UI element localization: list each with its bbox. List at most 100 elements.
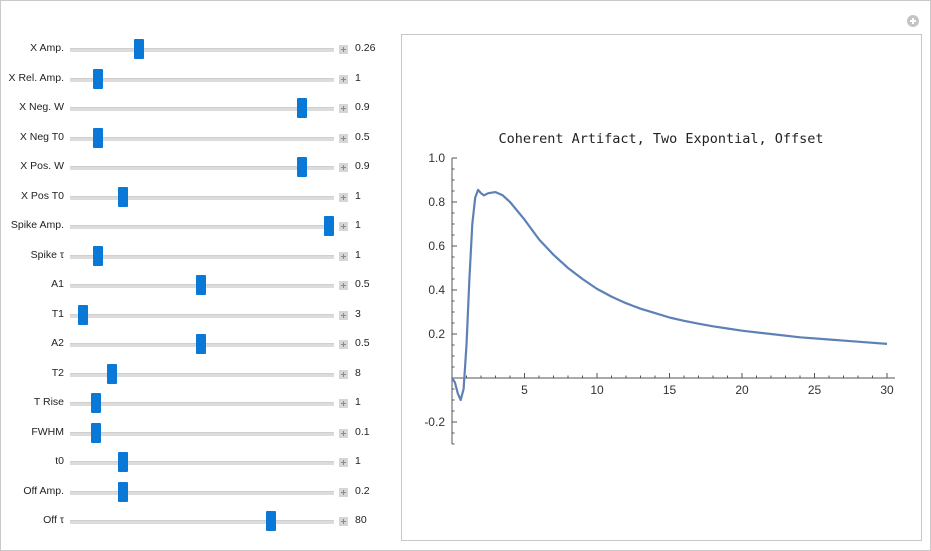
slider-thumb[interactable] xyxy=(90,422,101,443)
expand-icon[interactable] xyxy=(339,281,348,290)
slider-track[interactable] xyxy=(70,195,334,200)
slider-row: X Neg T0 0.5 xyxy=(0,126,390,150)
slider-thumb[interactable] xyxy=(297,98,308,118)
slider-label: X Neg. W xyxy=(19,101,64,113)
slider-row: Spike Amp. 1 xyxy=(0,214,390,238)
slider-row: A2 0.5 xyxy=(0,332,390,356)
slider-track[interactable] xyxy=(70,254,334,259)
slider-thumb[interactable] xyxy=(297,157,308,177)
slider-track[interactable] xyxy=(70,402,334,406)
slider-thumb[interactable] xyxy=(117,481,128,502)
slider-label: T2 xyxy=(51,366,64,379)
slider-thumb[interactable] xyxy=(195,334,206,354)
slider-track[interactable] xyxy=(70,520,334,524)
slider-label: Off τ xyxy=(43,514,64,526)
slider-track[interactable] xyxy=(70,372,334,377)
slider-row: t0 1 xyxy=(0,450,390,474)
y-tick-label: 0.4 xyxy=(428,283,445,297)
slider-row: X Pos T0 1 xyxy=(0,185,390,209)
slider-row: T Rise 1 xyxy=(0,391,390,415)
expand-icon[interactable] xyxy=(339,222,348,231)
slider-thumb[interactable] xyxy=(323,216,334,236)
slider-label: T1 xyxy=(51,307,64,320)
slider-track[interactable] xyxy=(70,136,334,141)
plot-svg: Coherent Artifact, Two Expontial, Offset… xyxy=(424,131,895,445)
slider-track[interactable] xyxy=(70,77,334,82)
slider-track[interactable] xyxy=(70,225,334,229)
series-line xyxy=(451,188,888,402)
slider-label: X Pos T0 xyxy=(21,189,64,202)
x-tick-label: 25 xyxy=(808,383,822,397)
slider-value: 0.9 xyxy=(355,101,370,113)
y-tick-label: -0.2 xyxy=(424,415,445,429)
expand-icon[interactable] xyxy=(339,487,348,497)
slider-track[interactable] xyxy=(70,461,334,465)
expand-icon[interactable] xyxy=(339,399,348,408)
y-tick-label: 0.6 xyxy=(428,239,445,253)
expand-icon[interactable] xyxy=(339,458,348,467)
slider-row: T2 8 xyxy=(0,362,390,386)
expand-icon[interactable] xyxy=(339,192,348,202)
expand-icon[interactable] xyxy=(339,251,348,261)
slider-value: 0.1 xyxy=(355,425,370,438)
slider-thumb[interactable] xyxy=(117,186,128,207)
slider-row: FWHM 0.1 xyxy=(0,421,390,445)
slider-label: X Neg T0 xyxy=(19,130,64,143)
slider-track[interactable] xyxy=(70,107,334,111)
expand-icon[interactable] xyxy=(339,369,348,379)
slider-value: 0.26 xyxy=(355,42,376,54)
slider-thumb[interactable] xyxy=(92,68,103,89)
expand-icon[interactable] xyxy=(339,104,348,113)
slider-row: X Pos. W 0.9 xyxy=(0,155,390,179)
slider-thumb[interactable] xyxy=(90,393,101,413)
x-tick-label: 20 xyxy=(735,383,749,397)
slider-value: 1 xyxy=(355,71,361,84)
slider-value: 1 xyxy=(355,189,361,202)
slider-thumb[interactable] xyxy=(107,363,118,384)
x-tick-label: 5 xyxy=(521,383,528,397)
y-tick-label: 0.8 xyxy=(428,195,445,209)
slider-track[interactable] xyxy=(70,490,334,495)
expand-icon[interactable] xyxy=(339,45,348,54)
slider-thumb[interactable] xyxy=(92,245,103,266)
slider-label: A1 xyxy=(51,278,64,290)
slider-track[interactable] xyxy=(70,166,334,170)
plot-title: Coherent Artifact, Two Expontial, Offset xyxy=(498,131,823,147)
slider-thumb[interactable] xyxy=(117,452,128,472)
slider-value: 0.5 xyxy=(355,130,370,143)
slider-row: Off τ 80 xyxy=(0,509,390,533)
slider-thumb[interactable] xyxy=(92,127,103,148)
expand-icon[interactable] xyxy=(339,163,348,172)
slider-row: Spike τ 1 xyxy=(0,244,390,268)
slider-label: X Rel. Amp. xyxy=(8,71,64,84)
x-tick-label: 15 xyxy=(663,383,677,397)
slider-label: X Pos. W xyxy=(20,160,64,172)
slider-row: Off Amp. 0.2 xyxy=(0,480,390,504)
slider-row: T1 3 xyxy=(0,303,390,327)
slider-label: T Rise xyxy=(33,396,64,408)
expand-icon[interactable] xyxy=(339,340,348,349)
slider-value: 0.5 xyxy=(355,337,370,349)
expand-icon[interactable] xyxy=(339,428,348,438)
slider-label: t0 xyxy=(55,455,64,467)
slider-thumb[interactable] xyxy=(265,511,276,531)
plot-curve xyxy=(451,188,888,402)
slider-value: 0.9 xyxy=(355,160,370,172)
expand-icon[interactable] xyxy=(339,133,348,143)
slider-thumb[interactable] xyxy=(133,39,144,59)
slider-label: X Amp. xyxy=(30,42,64,54)
slider-value: 1 xyxy=(355,248,361,261)
slider-label: Off Amp. xyxy=(23,484,64,497)
slider-row: X Amp. 0.26 xyxy=(0,37,390,61)
slider-value: 0.5 xyxy=(355,278,370,290)
add-options-icon[interactable] xyxy=(907,15,919,27)
expand-icon[interactable] xyxy=(339,517,348,526)
slider-track[interactable] xyxy=(70,48,334,52)
slider-track[interactable] xyxy=(70,431,334,436)
slider-thumb[interactable] xyxy=(77,304,88,325)
slider-track[interactable] xyxy=(70,313,334,318)
expand-icon[interactable] xyxy=(339,74,348,84)
slider-value: 8 xyxy=(355,366,361,379)
expand-icon[interactable] xyxy=(339,310,348,320)
slider-thumb[interactable] xyxy=(195,275,206,295)
